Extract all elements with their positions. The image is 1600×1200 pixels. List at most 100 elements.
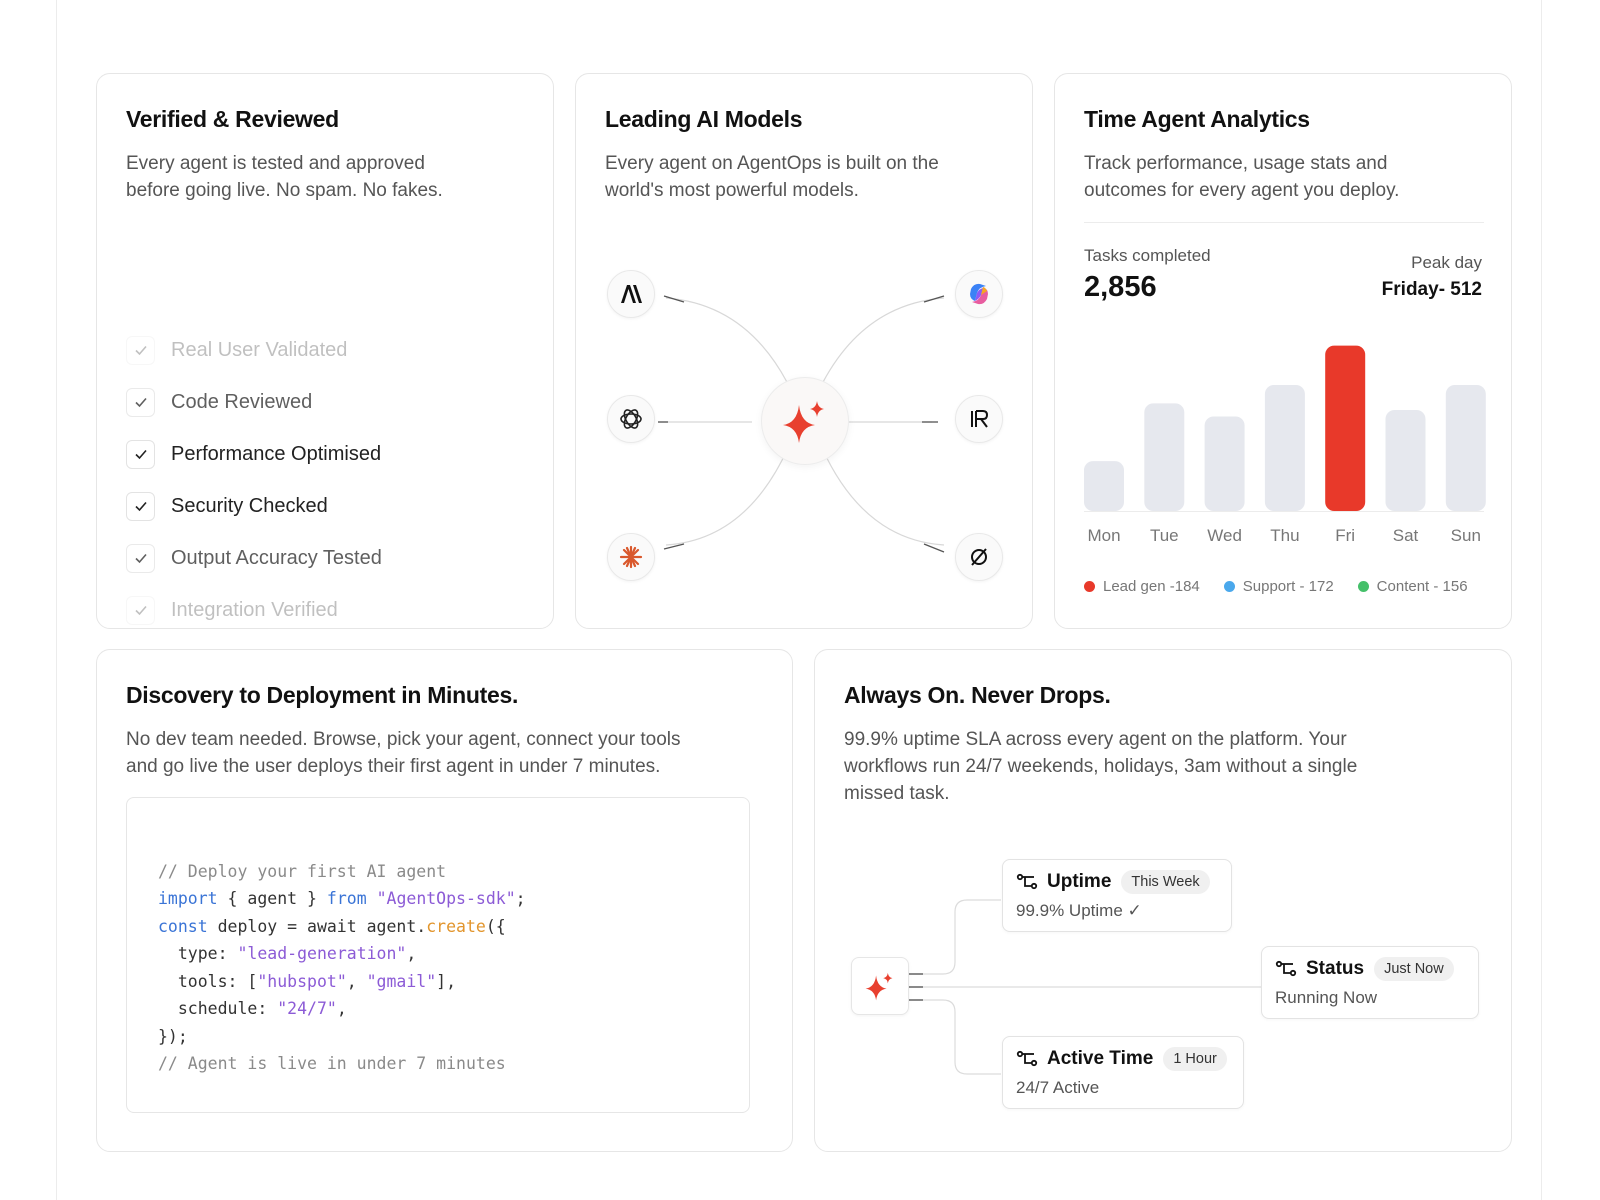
verified-card: Verified & Reviewed Every agent is teste… [96,73,554,629]
models-description: Every agent on AgentOps is built on the … [605,153,939,201]
code-from-keyword: from [326,889,367,908]
day-label-mon: Mon [1087,526,1121,545]
legend-item: Content - 156 [1357,578,1468,595]
code-sdk-string: "AgentOps-sdk" [376,889,516,908]
legend-dot [1084,581,1095,592]
models-card: Leading AI Models Every agent on AgentOp… [575,73,1033,629]
anthropic-icon [607,270,655,318]
day-label-wed: Wed [1207,526,1242,545]
analytics-title: Time Agent Analytics [1084,106,1310,132]
checklist-item: Integration Verified [126,584,382,628]
legend-label: Content - 156 [1376,578,1468,595]
legend-item: Lead gen -184 [1084,578,1200,595]
workflow-icon [1275,960,1297,977]
code-snippet[interactable]: // Deploy your first AI agent import { a… [126,797,750,1113]
status-card-sub: Running Now [1275,988,1378,1007]
bar-mon [1084,461,1124,511]
status-card-pill: Just Now [1374,957,1454,981]
workflow-icon [1016,1050,1038,1067]
status-status-card[interactable]: Status Just Now Running Now [1261,946,1479,1019]
checklist-item-label: Output Accuracy Tested [171,546,382,569]
checklist-item: Output Accuracy Tested [126,532,382,584]
uptime-card-sub: 99.9% Uptime ✓ [1016,901,1142,920]
uptime-card: Always On. Never Drops. 99.9% uptime SLA… [814,649,1512,1152]
day-label-thu: Thu [1270,526,1300,545]
chart-baseline [1084,511,1484,512]
day-label-fri: Fri [1335,526,1356,545]
bar-fri [1325,345,1366,511]
tasks-completed-label: Tasks completed [1084,246,1211,265]
active-time-card-title: Active Time [1047,1048,1154,1069]
workflow-icon [1016,873,1038,890]
bar-sat [1385,409,1426,511]
tasks-completed-value: 2,856 [1084,271,1157,303]
analytics-description: Track performance, usage stats and outco… [1084,153,1400,201]
flow-source-sparkle [851,957,909,1015]
bar-wed [1204,416,1245,511]
replit-icon [955,395,1003,443]
checklist-item-label: Real User Validated [171,338,348,361]
uptime-status-card[interactable]: Uptime This Week 99.9% Uptime ✓ [1002,859,1232,932]
active-time-card-pill: 1 Hour [1163,1047,1227,1071]
page-frame [56,0,1542,1200]
tasks-bar-chart [1084,345,1486,511]
code-create-fn: create [426,916,486,936]
verified-title: Verified & Reviewed [126,106,339,132]
deploy-description: No dev team needed. Browse, pick your ag… [126,729,681,777]
day-label-sun: Sun [1450,526,1481,545]
day-label-tue: Tue [1149,526,1179,545]
legend-dot [1357,581,1369,592]
code-const-keyword: const [158,916,208,936]
verification-checklist: Real User Validated Code Reviewed Performa… [126,324,382,628]
code-line-1: // Deploy your first AI agent [158,861,447,881]
checklist-item-label: Performance Optimised [171,442,382,465]
checkmark-icon [126,335,155,365]
legend-label: Lead gen -184 [1103,578,1200,595]
day-label-sat: Sat [1392,526,1419,545]
uptime-card-pill: This Week [1121,870,1210,894]
checklist-item: Code Reviewed [126,376,382,428]
checklist-item-label: Security Checked [171,494,328,517]
deploy-title: Discovery to Deployment in Minutes. [126,682,519,708]
checkmark-icon [126,387,155,417]
code-block: // Deploy your first AI agent import { a… [158,861,526,1074]
center-sparkle-icon [761,377,849,465]
bar-tue [1144,403,1185,511]
code-type-string: "lead-generation" [237,944,407,963]
checklist-item-label: Code Reviewed [171,390,313,413]
checklist-item: Performance Optimised [126,428,382,480]
models-title: Leading AI Models [605,106,803,132]
chart-legend: Lead gen -184 Support - 172 Content - 156 [1084,578,1468,595]
model-connectors [658,295,945,553]
claude-sparkle-icon [607,533,655,581]
checkmark-icon [126,595,155,625]
checkmark-icon [126,439,155,469]
status-card-title: Status [1306,958,1365,979]
active-time-card-sub: 24/7 Active [1016,1078,1100,1097]
code-schedule-string: "24/7" [277,999,337,1018]
checkmark-icon [126,543,155,573]
code-import-keyword: import [158,889,218,908]
code-gmail-string: "gmail" [366,971,437,991]
peak-day-label: Peak day [1411,253,1482,272]
bar-thu [1264,385,1305,511]
perplexity-icon [955,533,1003,581]
flow-connectors [909,899,1261,1075]
deploy-card: Discovery to Deployment in Minutes. No d… [96,649,793,1152]
code-hubspot-string: "hubspot" [257,971,347,991]
checklist-item: Real User Validated [126,324,382,376]
analytics-divider [1084,222,1484,223]
code-line-8: // Agent is live in under 7 minutes [158,1054,506,1073]
checklist-item-label: Integration Verified [171,598,338,621]
openai-icon [607,395,655,443]
analytics-card: Time Agent Analytics Track performance, … [1054,73,1512,629]
checkmark-icon [126,491,155,521]
uptime-description: 99.9% uptime SLA across every agent on t… [844,729,1358,804]
active-time-status-card[interactable]: Active Time 1 Hour 24/7 Active [1002,1036,1244,1109]
uptime-title: Always On. Never Drops. [844,682,1111,708]
legend-dot [1223,581,1235,592]
legend-item: Support - 172 [1223,578,1334,595]
legend-label: Support - 172 [1242,578,1334,595]
verified-description: Every agent is tested and approved befor… [126,153,443,201]
uptime-card-title: Uptime [1047,871,1112,892]
